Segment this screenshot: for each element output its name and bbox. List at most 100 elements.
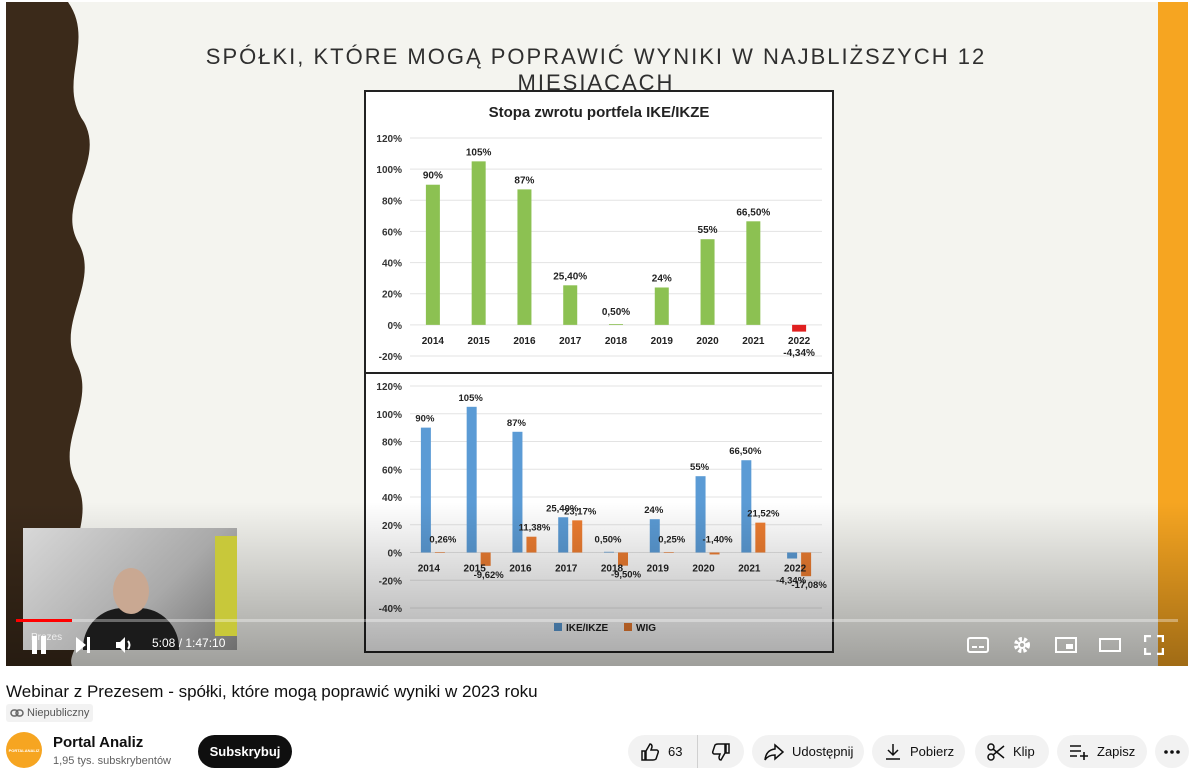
gear-icon (1014, 637, 1030, 653)
pause-button[interactable] (26, 632, 52, 658)
time-display: 5:08 / 1:47:10 (152, 636, 226, 650)
chart-divider (366, 372, 832, 374)
x-tick-label: 2022 (788, 336, 811, 347)
x-tick-label: 2017 (555, 564, 578, 575)
bar-wig (526, 536, 537, 553)
decorative-wave (6, 2, 90, 666)
data-label: 0,50% (595, 535, 622, 546)
link-icon (10, 709, 24, 717)
theater-mode-button[interactable] (1096, 632, 1124, 658)
data-label: 55% (698, 225, 718, 236)
x-tick-label: 2021 (738, 564, 761, 575)
bar-wig (755, 522, 766, 553)
thumbs-down-icon (711, 742, 730, 761)
webcam-background-door (215, 536, 237, 636)
y-tick-label: 20% (382, 290, 402, 301)
more-icon (1164, 749, 1180, 754)
channel-avatar[interactable]: PORTALANALIZ (6, 732, 42, 768)
scissors-icon (987, 742, 1005, 761)
data-label: 23,17% (564, 506, 597, 517)
like-button[interactable]: 63 (628, 735, 698, 768)
bar-ike (420, 427, 431, 553)
y-tick-label: 100% (376, 165, 402, 176)
settings-button[interactable] (1008, 632, 1036, 658)
bar-ike (787, 552, 798, 559)
fullscreen-button[interactable] (1140, 632, 1168, 658)
data-label: 90% (415, 414, 435, 425)
legend-swatch (554, 623, 562, 631)
next-button[interactable] (70, 632, 96, 658)
miniplayer-icon (1055, 637, 1077, 653)
legend-swatch (624, 623, 632, 631)
bar (792, 324, 807, 332)
subtitles-button[interactable] (964, 632, 992, 658)
data-label: -4,34% (783, 348, 815, 359)
webcam-person-head (113, 568, 149, 614)
volume-button[interactable] (112, 632, 138, 658)
y-tick-label: 60% (382, 227, 402, 238)
y-tick-label: 0% (388, 321, 403, 332)
data-label: 0,26% (429, 535, 456, 546)
data-label: 66,50% (729, 446, 762, 457)
x-tick-label: 2015 (468, 336, 491, 347)
data-label: 0,50% (602, 307, 630, 318)
x-tick-label: 2020 (696, 336, 719, 347)
y-tick-label: 120% (376, 134, 402, 145)
download-icon (886, 743, 900, 760)
y-tick-label: 80% (382, 196, 402, 207)
subscribe-button[interactable]: Subskrybuj (198, 735, 292, 768)
bar (746, 221, 761, 325)
more-actions-button[interactable] (1155, 735, 1189, 768)
add-to-playlist-icon (1070, 744, 1088, 760)
data-label: -4,34% (776, 576, 807, 587)
chart1-title: Stopa zwrotu portfela IKE/IKZE (489, 104, 710, 121)
theater-icon (1099, 638, 1121, 652)
download-button[interactable]: Pobierz (872, 735, 965, 768)
y-tick-label: 20% (382, 521, 402, 532)
data-label: -9,62% (474, 570, 505, 581)
data-label: 87% (514, 175, 534, 186)
webcam-overlay: Prezes (23, 528, 237, 650)
share-button[interactable]: Udostępnij (752, 735, 864, 768)
bar (654, 287, 669, 325)
bar (471, 161, 486, 325)
like-dislike-group: 63 (628, 735, 744, 768)
y-tick-label: 120% (376, 382, 402, 393)
x-tick-label: 2018 (601, 564, 624, 575)
channel-name[interactable]: Portal Analiz (53, 734, 144, 751)
x-tick-label: 2016 (509, 564, 532, 575)
progress-bar[interactable] (16, 619, 1178, 622)
y-tick-label: 40% (382, 493, 402, 504)
legend-label: IKE/IKZE (566, 623, 609, 634)
y-tick-label: -20% (379, 352, 402, 363)
bar-wig (434, 552, 445, 553)
data-label: 24% (652, 273, 672, 284)
bar-ike (512, 431, 523, 553)
subscriber-count: 1,95 tys. subskrybentów (53, 755, 172, 767)
share-icon (764, 742, 784, 761)
video-player[interactable]: SPÓŁKI, KTÓRE MOGĄ POPRAWIĆ WYNIKI W NAJ… (6, 2, 1188, 666)
dislike-button[interactable] (698, 735, 744, 768)
data-label: 105% (459, 393, 484, 404)
bar (609, 324, 623, 325)
accent-bar (1158, 2, 1188, 666)
miniplayer-button[interactable] (1052, 632, 1080, 658)
data-label: 0,25% (658, 535, 685, 546)
x-tick-label: 2019 (651, 336, 674, 347)
bar-ike (649, 519, 660, 553)
clip-button[interactable]: Klip (975, 735, 1049, 768)
y-tick-label: 40% (382, 259, 402, 270)
webcam-person (83, 608, 179, 650)
bar (563, 285, 578, 325)
slide-title: SPÓŁKI, KTÓRE MOGĄ POPRAWIĆ WYNIKI W NAJ… (205, 44, 987, 95)
chart-panel: Stopa zwrotu portfela IKE/IKZE 120% 100% 80… (364, 90, 834, 653)
save-button[interactable]: Zapisz (1057, 735, 1147, 768)
x-tick-label: 2021 (742, 336, 765, 347)
volume-icon (116, 637, 131, 653)
data-label: 25,40% (546, 503, 579, 514)
bar-ike (466, 406, 477, 553)
bar-ike (741, 460, 752, 553)
data-label: 55% (690, 462, 710, 473)
bar (425, 184, 440, 325)
x-tick-label: 2015 (464, 564, 487, 575)
